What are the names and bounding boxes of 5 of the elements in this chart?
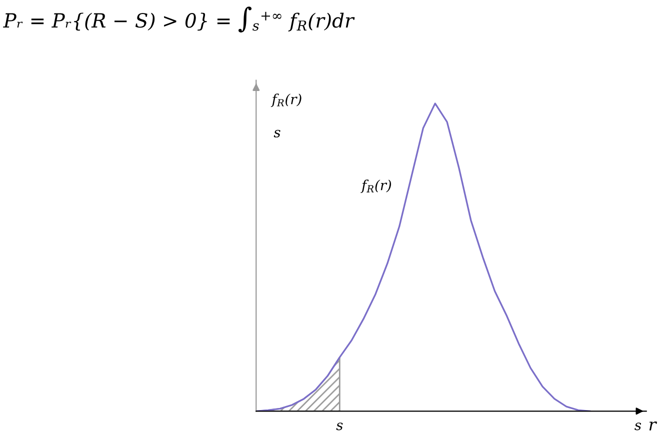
annotation: s [274, 130, 280, 138]
y-axis-title: f$_{R}$(r) [270, 94, 302, 108]
chart-title: Pᵣ = Pᵣ{(R − S) > 0} = ∫$_{s}$$^{+∞}$ f$_{R}$(r)dr [3, 6, 355, 32]
annotation: f$_{R}$(r) [360, 180, 392, 194]
x-axis-title: r [649, 422, 658, 430]
